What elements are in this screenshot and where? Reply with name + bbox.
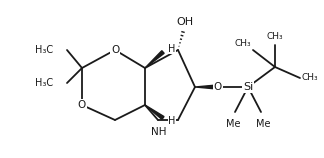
Text: H: H — [168, 44, 175, 54]
Polygon shape — [195, 85, 214, 89]
Text: O: O — [78, 100, 86, 110]
Text: OH: OH — [177, 17, 193, 27]
Text: CH₃: CH₃ — [302, 73, 318, 82]
Text: O: O — [214, 82, 222, 92]
Text: H₃C: H₃C — [35, 78, 53, 88]
Polygon shape — [145, 51, 164, 68]
Text: Me: Me — [226, 119, 240, 129]
Text: CH₃: CH₃ — [234, 39, 251, 48]
Text: NH: NH — [151, 127, 167, 137]
Text: Me: Me — [256, 119, 270, 129]
Text: O: O — [111, 45, 119, 55]
Text: CH₃: CH₃ — [267, 32, 283, 41]
Text: Si: Si — [243, 82, 253, 92]
Polygon shape — [145, 105, 164, 119]
Text: H₃C: H₃C — [35, 45, 53, 55]
Text: H: H — [168, 116, 175, 126]
